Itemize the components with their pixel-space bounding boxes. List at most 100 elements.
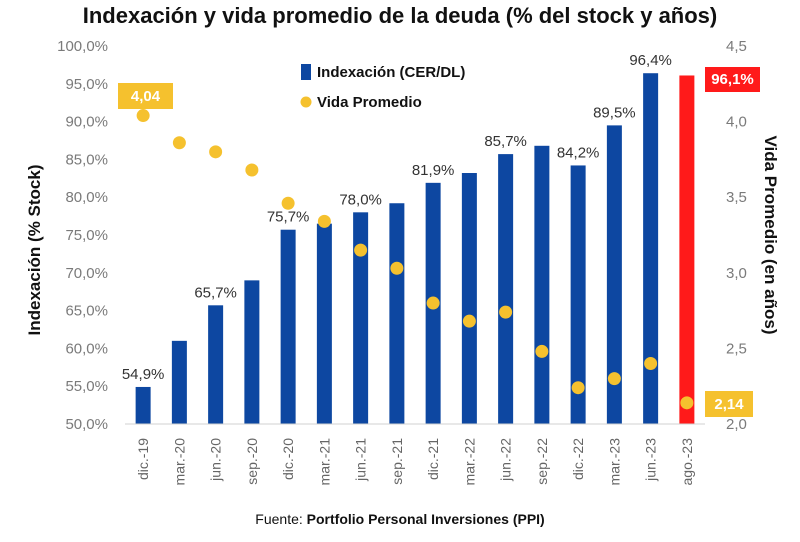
first-point-callout: 4,04 [118, 83, 173, 109]
highlight-point-callout: 2,14 [705, 391, 753, 417]
x-axis-tick-label: dic.-19 [135, 438, 151, 480]
legend-indexacion-swatch [301, 64, 311, 80]
highlight-bar-callout-label: 96,1% [711, 71, 754, 88]
left-axis-tick-label: 80,0% [65, 189, 108, 206]
vida-promedio-point [281, 196, 295, 210]
vida-promedio-point [571, 381, 585, 395]
indexacion-bar [244, 280, 260, 424]
left-axis-tick-label: 70,0% [65, 265, 108, 282]
indexacion-bar [389, 203, 405, 424]
x-axis-tick-label: ago.-23 [679, 438, 695, 486]
vida-promedio-point [245, 163, 259, 177]
left-axis-tick-label: 90,0% [65, 114, 108, 131]
vida-promedio-point [136, 109, 150, 123]
left-axis-tick-label: 65,0% [65, 303, 108, 320]
indexacion-bar [353, 212, 369, 424]
indexacion-bar [570, 165, 586, 424]
vida-promedio-point [499, 305, 513, 319]
x-axis-tick-label: sep.-20 [244, 438, 260, 485]
vida-promedio-point [644, 357, 658, 371]
left-axis-tick-label: 100,0% [57, 38, 108, 55]
bar-value-label: 78,0% [339, 191, 382, 208]
x-axis-tick-label: jun.-22 [498, 438, 514, 482]
vida-promedio-point [317, 214, 331, 228]
right-axis-tick-label: 2,5 [726, 340, 747, 357]
x-axis-tick-label: dic.-22 [570, 438, 586, 480]
x-axis-tick-label: mar.-23 [606, 438, 622, 486]
first-point-callout-label: 4,04 [131, 88, 161, 105]
right-axis-tick-label: 4,5 [726, 38, 747, 55]
indexacion-bar [316, 223, 332, 424]
indexacion-bar [534, 145, 550, 425]
x-axis-tick-label: jun.-20 [208, 438, 224, 482]
vida-promedio-point [354, 243, 368, 257]
legend-vida-swatch [300, 96, 312, 108]
bar-value-label: 96,4% [629, 52, 672, 69]
vida-promedio-point [535, 344, 549, 358]
highlight-bar [679, 75, 695, 424]
vida-promedio-point [462, 314, 476, 328]
bar-value-label: 85,7% [484, 133, 527, 150]
highlight-point-callout-box [705, 391, 753, 417]
indexacion-bar [208, 305, 224, 424]
left-axis-tick-label: 50,0% [65, 416, 108, 433]
x-axis-tick-label: jun.-21 [353, 438, 369, 482]
left-axis-title: Indexación (% Stock) [25, 165, 44, 336]
bar-value-label: 84,2% [557, 144, 600, 161]
x-axis-tick-label: jun.-23 [643, 438, 659, 482]
left-axis-tick-label: 95,0% [65, 76, 108, 93]
left-axis-tick-label: 75,0% [65, 227, 108, 244]
x-axis-tick-label: mar.-20 [171, 438, 187, 486]
first-point-callout-box [118, 83, 173, 109]
left-axis-tick-label: 55,0% [65, 378, 108, 395]
indexacion-bar [171, 340, 187, 424]
vida-promedio-point [172, 136, 186, 150]
source-name: Portfolio Personal Inversiones (PPI) [307, 511, 545, 527]
highlight-vida-point [680, 396, 694, 410]
right-axis-tick-label: 3,0 [726, 265, 747, 282]
indexacion-bars [135, 73, 695, 425]
bar-value-label: 54,9% [122, 366, 165, 383]
vida-promedio-point [390, 261, 404, 275]
legend-vida-label: Vida Promedio [317, 94, 422, 111]
indexacion-bar [643, 73, 659, 424]
right-axis-title: Vida Promedio (en años) [761, 135, 780, 334]
x-axis-tick-label: mar.-22 [461, 438, 477, 486]
bar-value-label: 81,9% [412, 162, 455, 179]
vida-promedio-point [426, 296, 440, 310]
x-axis-tick-label: mar.-21 [316, 438, 332, 486]
indexacion-bar [280, 229, 296, 424]
bar-value-label: 89,5% [593, 104, 636, 121]
vida-promedio-points [136, 109, 694, 410]
source-prefix: Fuente: [255, 511, 306, 527]
highlight-bar-callout-box [705, 67, 760, 92]
left-axis-tick-label: 85,0% [65, 151, 108, 168]
x-axis-tick-label: sep.-21 [389, 438, 405, 485]
x-axis-tick-label: sep.-22 [534, 438, 550, 485]
bar-value-label: 75,7% [267, 209, 310, 226]
right-axis-tick-label: 4,0 [726, 114, 747, 131]
highlight-point-callout-label: 2,14 [714, 396, 744, 413]
legend-indexacion-label: Indexación (CER/DL) [317, 64, 465, 81]
x-axis-ticks: dic.-19 mar.-20 jun.-20 sep.-20 dic.-20 mar.-… [135, 438, 695, 486]
bar-value-label: 65,7% [194, 284, 237, 301]
right-axis-ticks: 2,0 2,5 3,0 3,5 4,0 4,5 [726, 38, 747, 433]
legend: Indexación (CER/DL) Vida Promedio [300, 64, 465, 111]
indexacion-bar [498, 154, 514, 424]
indexacion-bar [606, 125, 622, 424]
bar-value-labels: 54,9% 65,7% 75,7% 78,0% 81,9% 85,7% 84,2% 89,5%… [122, 52, 672, 383]
indexacion-bar [135, 386, 151, 424]
x-axis-tick-label: dic.-20 [280, 438, 296, 480]
vida-promedio-point [607, 372, 621, 386]
highlight-bar-callout: 96,1% [705, 67, 760, 92]
indexacion-bar [461, 173, 477, 424]
left-axis-tick-label: 60,0% [65, 340, 108, 357]
left-axis-ticks: 50,0% 55,0% 60,0% 65,0% 70,0% 75,0% 80,0% 85,0%… [57, 38, 108, 433]
chart-title: Indexación y vida promedio de la deuda (… [83, 3, 718, 28]
vida-promedio-point [209, 145, 223, 159]
right-axis-tick-label: 2,0 [726, 416, 747, 433]
right-axis-tick-label: 3,5 [726, 189, 747, 206]
source-note: Fuente: Portfolio Personal Inversiones (… [255, 511, 544, 527]
x-axis-tick-label: dic.-21 [425, 438, 441, 480]
